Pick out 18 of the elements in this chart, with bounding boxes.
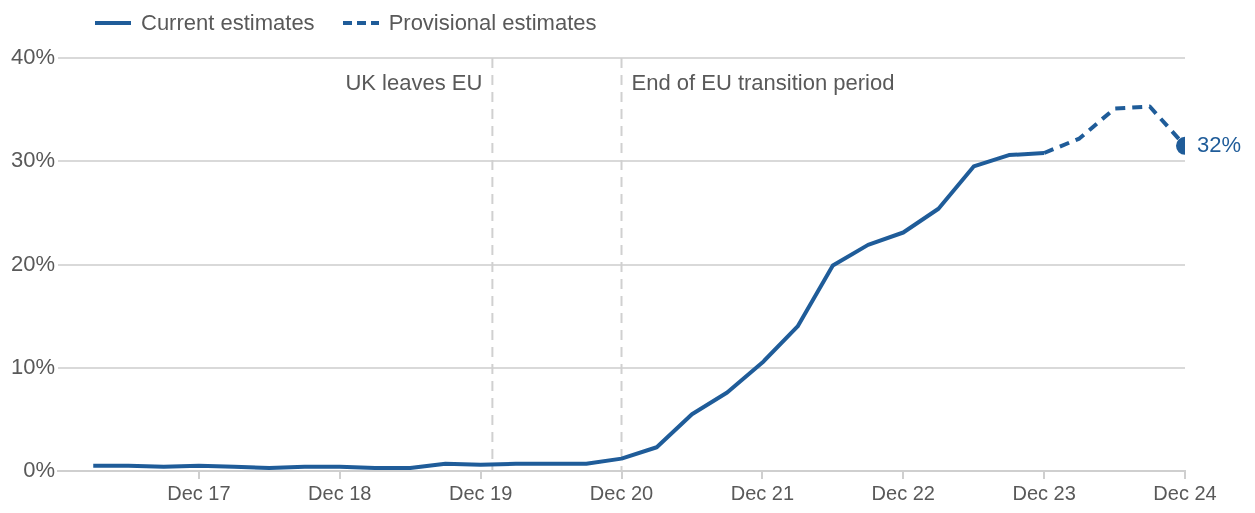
x-tick-label: Dec 17 — [167, 481, 231, 504]
y-tick-label: 40% — [10, 44, 56, 70]
ref-line-label: UK leaves EU — [345, 70, 483, 96]
y-tick-label: 0% — [23, 457, 56, 483]
x-tick-label: Dec 19 — [448, 481, 513, 504]
y-tick-label: 20% — [10, 250, 56, 276]
ref-line-label: End of EU transition period — [631, 70, 895, 96]
x-tick-label: Dec 22 — [871, 481, 935, 504]
x-tick-label: Dec 20 — [589, 481, 654, 504]
x-tick-label: Dec 21 — [730, 481, 795, 504]
x-tick-label: Dec 24 — [1153, 481, 1217, 504]
y-tick-label: 10% — [10, 353, 56, 379]
x-tick-label: Dec 18 — [308, 481, 372, 504]
legend-label: Current estimates — [141, 10, 315, 36]
x-tick-label: Dec 23 — [1012, 481, 1076, 504]
y-tick-label: 30% — [10, 147, 56, 173]
data-label: 32% — [1197, 131, 1242, 157]
legend-label: Provisional estimates — [388, 10, 597, 36]
